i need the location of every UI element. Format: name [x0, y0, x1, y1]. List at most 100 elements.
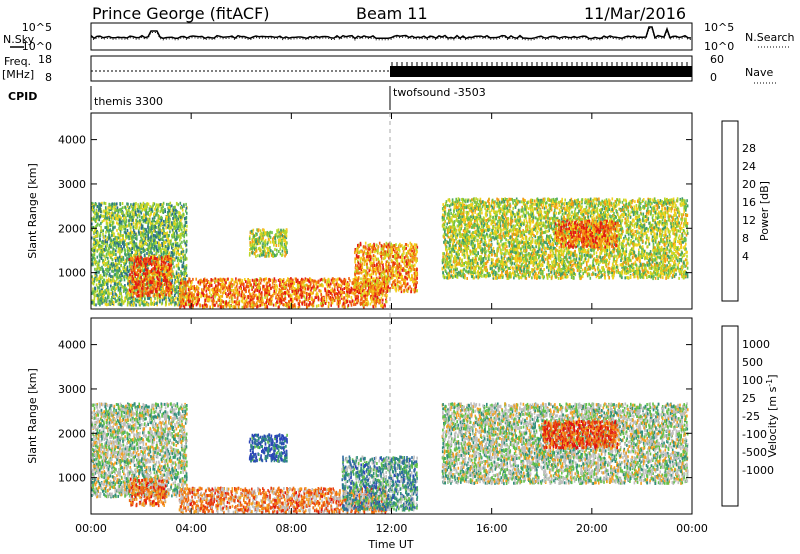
data-cell	[126, 214, 129, 218]
data-cell	[100, 250, 103, 254]
data-cell	[175, 270, 178, 274]
data-cell	[224, 284, 226, 288]
data-cell	[140, 231, 143, 235]
data-cell	[154, 244, 156, 248]
data-cell	[92, 278, 94, 281]
data-cell	[144, 237, 146, 241]
data-cell	[281, 249, 284, 253]
data-cell	[292, 297, 294, 301]
data-cell	[118, 276, 120, 280]
data-cell	[148, 269, 151, 273]
data-cell	[91, 281, 94, 285]
data-cell	[266, 293, 268, 297]
data-cell	[152, 288, 155, 292]
data-cell	[103, 254, 106, 258]
data-cell	[135, 242, 138, 246]
data-cell	[147, 274, 150, 277]
data-cell	[173, 294, 176, 298]
data-cell	[138, 274, 140, 278]
data-cell	[172, 230, 175, 234]
data-cell	[178, 297, 181, 301]
data-cell	[139, 294, 142, 298]
data-cell	[310, 289, 312, 293]
data-cell	[91, 260, 94, 264]
data-cell	[102, 229, 104, 233]
data-cell	[159, 217, 161, 220]
data-cell	[291, 300, 293, 304]
data-cell	[324, 289, 327, 293]
data-cell	[228, 281, 231, 285]
data-cell	[188, 277, 191, 281]
data-cell	[303, 295, 305, 299]
data-cell	[366, 303, 368, 307]
data-cell	[107, 260, 110, 264]
data-cell	[137, 261, 139, 265]
data-cell	[182, 290, 184, 294]
data-cell	[119, 242, 121, 246]
data-cell	[255, 278, 258, 282]
data-cell	[322, 299, 324, 303]
data-cell	[276, 301, 279, 305]
data-cell	[127, 232, 129, 236]
data-cell	[348, 294, 350, 298]
data-cell	[104, 215, 106, 219]
data-cell	[148, 230, 151, 234]
data-cell	[217, 281, 220, 285]
data-cell	[147, 202, 150, 206]
data-cell	[99, 293, 101, 297]
data-cell	[128, 288, 131, 292]
data-cell	[175, 273, 178, 277]
data-cell	[177, 226, 179, 230]
data-cell	[126, 276, 128, 280]
data-cell	[336, 281, 338, 285]
data-cell	[165, 293, 167, 297]
data-cell	[164, 208, 166, 212]
data-cell	[167, 252, 169, 256]
data-cell	[138, 213, 140, 217]
data-cell	[190, 284, 192, 288]
data-cell	[134, 259, 136, 263]
data-cell	[142, 270, 145, 274]
data-cell	[248, 284, 251, 288]
data-cell	[325, 282, 328, 286]
data-cell	[112, 243, 115, 247]
data-cell	[103, 260, 105, 264]
data-cell	[150, 210, 152, 214]
data-cell	[157, 203, 159, 207]
data-cell	[139, 283, 142, 287]
data-cell	[141, 232, 144, 236]
data-cell	[328, 302, 330, 306]
data-cell	[155, 235, 157, 239]
data-cell	[117, 250, 119, 254]
data-cell	[182, 214, 184, 218]
data-cell	[148, 219, 150, 223]
data-cell	[95, 278, 98, 282]
data-cell	[219, 294, 222, 298]
data-cell	[123, 242, 126, 246]
data-cell	[110, 245, 112, 249]
data-cell	[107, 225, 109, 229]
data-cell	[278, 294, 280, 298]
data-cell	[156, 276, 158, 280]
data-cell	[155, 293, 157, 297]
data-cell	[187, 283, 189, 287]
data-cell	[140, 234, 142, 237]
data-cell	[125, 268, 127, 272]
data-cell	[203, 277, 206, 281]
data-cell	[175, 272, 178, 276]
data-cell	[115, 277, 118, 281]
data-cell	[123, 205, 126, 209]
data-cell	[168, 287, 171, 291]
data-cell	[312, 304, 315, 308]
data-cell	[214, 279, 217, 283]
data-cell	[311, 279, 313, 283]
data-cell	[305, 278, 308, 282]
data-cell	[191, 291, 193, 295]
data-cell	[384, 293, 386, 297]
data-cell	[249, 298, 252, 302]
data-cell	[156, 235, 158, 239]
data-cell	[113, 232, 115, 236]
data-cell	[173, 222, 176, 226]
data-cell	[91, 262, 94, 266]
data-cell	[170, 301, 172, 304]
